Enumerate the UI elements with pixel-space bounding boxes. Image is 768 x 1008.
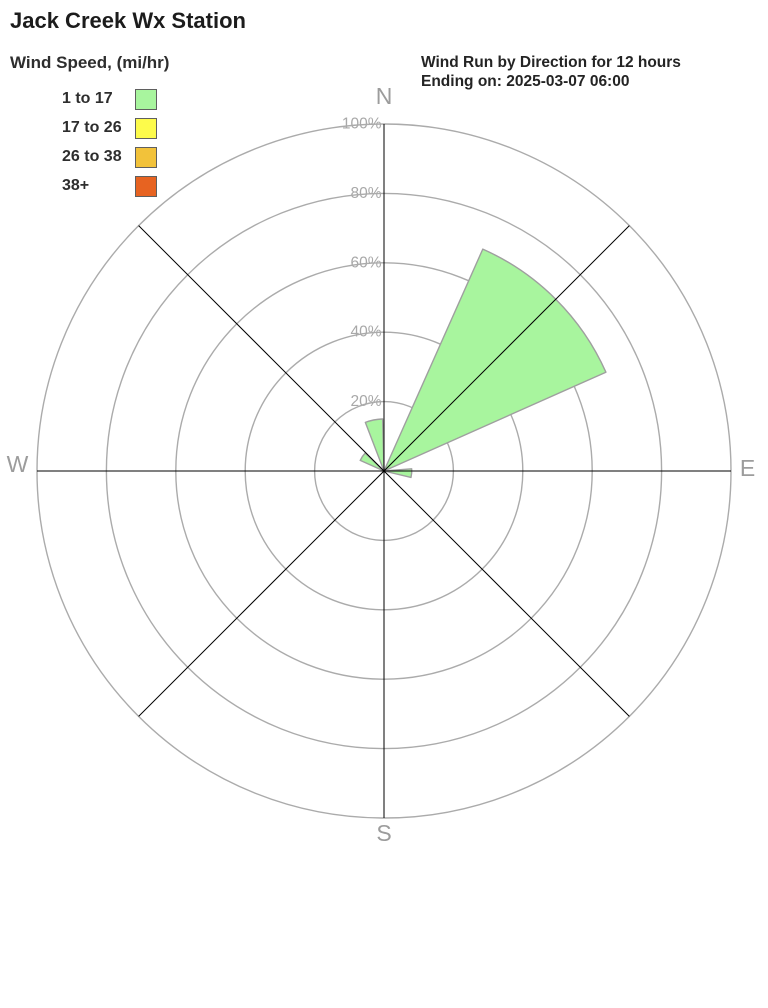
wind-petal-e bbox=[383, 468, 413, 479]
ring-percent-label: 40% bbox=[350, 324, 381, 341]
legend-item: 38+ bbox=[62, 175, 157, 197]
legend-color-swatch bbox=[135, 117, 157, 139]
legend-item-label: 38+ bbox=[62, 177, 90, 194]
legend-color-swatch bbox=[135, 146, 157, 168]
page-title: Jack Creek Wx Station bbox=[10, 8, 246, 33]
legend-color-swatch bbox=[135, 88, 157, 110]
chart-title-line1: Wind Run by Direction for 12 hours bbox=[421, 54, 681, 71]
axis-line-ne-sw bbox=[138, 225, 630, 717]
legend-item: 17 to 26 bbox=[62, 117, 157, 139]
legend-item: 26 to 38 bbox=[62, 146, 157, 168]
ring-percent-label: 100% bbox=[342, 116, 382, 133]
wind-petal-wnw bbox=[359, 452, 385, 472]
wind-speed-legend: 1 to 17 17 to 26 26 to 38 38+ bbox=[62, 88, 157, 205]
wind-petal-nnw bbox=[364, 418, 385, 472]
legend-item-label: 17 to 26 bbox=[62, 119, 122, 136]
compass-label-s: S bbox=[376, 820, 391, 846]
ring-percent-label: 60% bbox=[350, 254, 381, 271]
chart-title-line2: Ending on: 2025-03-07 06:00 bbox=[421, 73, 630, 90]
legend-color-swatch bbox=[135, 175, 157, 197]
legend-title: Wind Speed, (mi/hr) bbox=[10, 53, 170, 72]
legend-item-label: 26 to 38 bbox=[62, 148, 122, 165]
compass-label-n: N bbox=[376, 83, 393, 109]
legend-item-label: 1 to 17 bbox=[62, 90, 113, 107]
compass-label-w: W bbox=[7, 451, 29, 477]
compass-label-e: E bbox=[740, 455, 755, 481]
legend-item: 1 to 17 bbox=[62, 88, 157, 110]
chart-title: Wind Run by Direction for 12 hours Endin… bbox=[421, 53, 681, 91]
